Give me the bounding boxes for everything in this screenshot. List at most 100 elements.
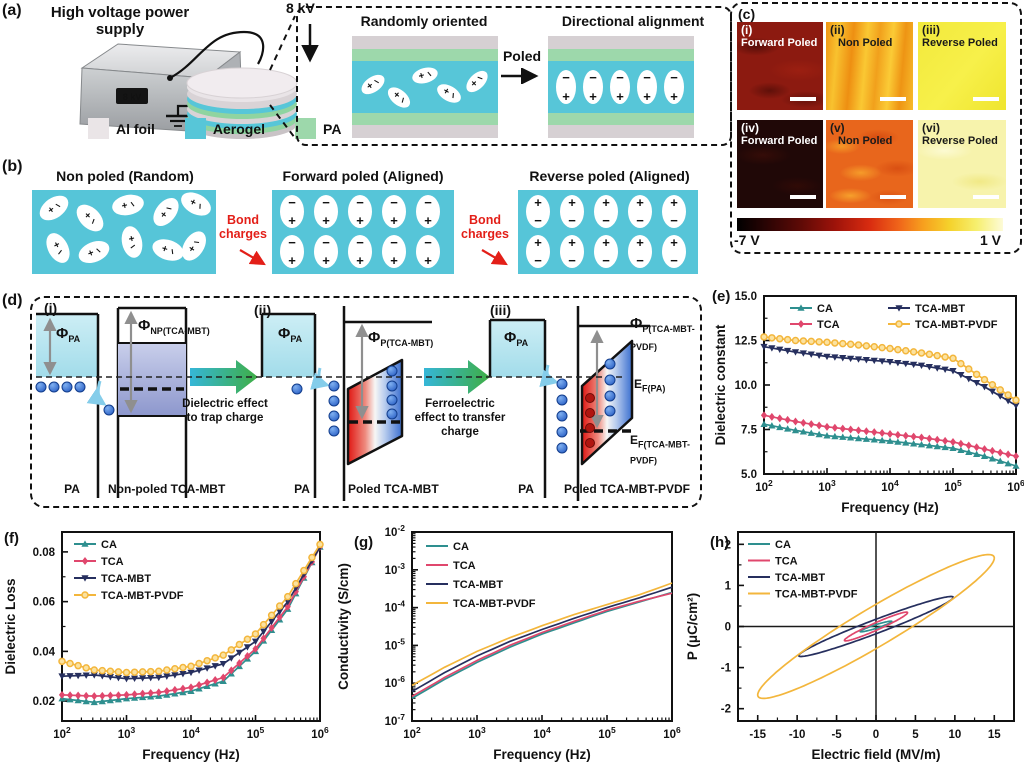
dipole-ellipse-random: + − — [177, 187, 215, 221]
ground-wire — [176, 104, 192, 116]
dipole-ellipse-random: + − — [410, 64, 440, 87]
ferroelectric-effect-text: Ferroelectric effect to transfer charge — [414, 398, 506, 438]
series-tca — [411, 592, 673, 698]
dipole-ellipse-random: + − — [462, 67, 492, 96]
inset-connector-bottom — [269, 104, 296, 139]
svg-text:TCA-MBT-PVDF: TCA-MBT-PVDF — [101, 590, 184, 602]
svg-text:TCA-MBT-PVDF: TCA-MBT-PVDF — [453, 598, 536, 610]
image-index: (v) — [830, 121, 845, 135]
dipole-ellipse-random: + − — [110, 191, 146, 219]
poled-arrow — [501, 68, 539, 84]
material-pa-iii: PA — [518, 482, 534, 496]
svg-text:-1: -1 — [721, 663, 732, 675]
svg-text:0: 0 — [873, 729, 879, 741]
dipole-ellipse-aligned: − + — [348, 235, 372, 268]
phi-pa-i: ΦPA — [56, 325, 81, 344]
dipole-ellipse-aligned: − + — [416, 235, 440, 268]
series-tca — [843, 611, 909, 642]
material-np-tca-mbt: Non-poled TCA-MBT — [108, 482, 226, 496]
dielectric-loss-chart: 102 103 104 105 106 0.02 0.04 0.06 0.08 Frequency… — [3, 531, 329, 762]
pa-band-ii — [262, 314, 315, 377]
series-tca-mbt — [411, 586, 673, 693]
kpfm-image-vi: (vi) Reverse Poled — [918, 120, 1006, 208]
panel-g-conductivity: (g) 102 103 104 105 106 10-7 10-6 10-5 10-4 10-3 1… — [330, 518, 682, 773]
dipole-ellipse-aligned: − + — [610, 70, 630, 104]
svg-text:106: 106 — [311, 725, 329, 741]
svg-text:TCA-MBT: TCA-MBT — [775, 572, 825, 584]
kpfm-image-iii: (iii) Reverse Poled — [918, 22, 1006, 110]
svg-text:TCA: TCA — [817, 319, 840, 331]
dipole-ellipse-aligned: + − — [526, 235, 550, 268]
dipole-ellipse-aligned: − + — [583, 70, 603, 104]
dipole-ellipse-aligned: + − — [662, 195, 686, 228]
inset-right-title: Directional alignment — [561, 13, 705, 29]
legend-swatch — [184, 118, 206, 139]
svg-text:15.0: 15.0 — [735, 291, 757, 303]
scale-bar — [880, 97, 906, 101]
svg-text:Frequency (Hz): Frequency (Hz) — [841, 500, 939, 515]
phi-p-tca-mbt-pvdf: ΦP(TCA-MBT-PVDF) — [630, 315, 695, 353]
image-name: Forward Poled — [741, 37, 818, 50]
layer-al — [548, 36, 694, 49]
svg-text:105: 105 — [598, 725, 616, 741]
material-pa-ii: PA — [294, 482, 310, 496]
panel-g-label: (g) — [354, 534, 374, 551]
poled-arrow-label: Poled — [502, 48, 542, 64]
svg-text:10-5: 10-5 — [385, 636, 406, 652]
dielectric-effect-arrow — [190, 360, 258, 394]
scale-bar — [973, 195, 999, 199]
dipole-ellipse-aligned: − + — [280, 195, 304, 228]
voltage-display — [116, 88, 148, 104]
series-ca — [859, 620, 893, 633]
dipole-ellipse-aligned: − + — [416, 195, 440, 228]
inset-left-title: Randomly oriented — [360, 13, 488, 29]
layer-al — [352, 125, 498, 138]
bond-arrow-1 — [239, 249, 266, 266]
panel-f-dielectric-loss: (f) 102 103 104 105 106 0.02 0.04 0.06 0.08 Frequ… — [0, 518, 330, 773]
svg-text:104: 104 — [881, 478, 899, 494]
dipole-ellipse-aligned: − + — [637, 70, 657, 104]
scale-bar — [790, 195, 816, 199]
svg-text:TCA-MBT-PVDF: TCA-MBT-PVDF — [775, 589, 858, 601]
dipole-ellipse-aligned: − + — [382, 235, 406, 268]
svg-text:10-2: 10-2 — [385, 523, 406, 539]
box2-title: Forward poled (Aligned) — [282, 168, 444, 184]
reverse-poled-box: + − + − + − + − + − + − + − + − + − + − — [518, 190, 698, 274]
phi-np-tca-mbt: ΦNP(TCA-MBT) — [138, 317, 210, 336]
panel-b-label: (b) — [2, 158, 23, 175]
svg-text:P (μC/cm²): P (μC/cm²) — [685, 593, 700, 660]
poled-band-iii — [580, 339, 634, 466]
svg-text:0.02: 0.02 — [33, 696, 55, 708]
svg-text:CA: CA — [453, 541, 469, 553]
svg-text:1: 1 — [725, 580, 732, 592]
dipole-ellipse-aligned: − + — [280, 235, 304, 268]
colorbar-min: -7 V — [734, 232, 760, 248]
svg-text:TCA: TCA — [775, 556, 798, 568]
svg-text:TCA-MBT: TCA-MBT — [453, 579, 503, 591]
legend-swatch — [295, 118, 317, 139]
svg-text:10-7: 10-7 — [385, 712, 406, 728]
svg-text:105: 105 — [247, 725, 265, 741]
bond-arrow-2 — [481, 249, 508, 266]
svg-text:0.06: 0.06 — [33, 597, 55, 609]
dipole-ellipse-random: + − — [75, 236, 113, 268]
svg-text:15: 15 — [988, 729, 1001, 741]
bond-charges-label-1: Bond charges — [219, 213, 267, 241]
svg-text:102: 102 — [53, 725, 71, 741]
power-supply-diagram: 8 kV — [79, 15, 319, 139]
image-index: (i) — [741, 23, 753, 37]
image-index: (iv) — [741, 121, 759, 135]
svg-text:5: 5 — [912, 729, 919, 741]
dipole-ellipse-aligned: + − — [594, 195, 618, 228]
legend-label: Aerogel — [212, 120, 266, 137]
dipole-ellipse-aligned: + − — [560, 235, 584, 268]
svg-text:104: 104 — [182, 725, 200, 741]
dipole-ellipse-aligned: − + — [348, 195, 372, 228]
svg-text:105: 105 — [944, 478, 962, 494]
panel-e-dielectric-constant: (e) 102 103 104 105 106 5.0 7.5 10.0 12.5 15.0 Fre… — [712, 284, 1024, 520]
layered-disc — [186, 67, 298, 139]
svg-text:-5: -5 — [831, 729, 842, 741]
svg-text:7.5: 7.5 — [741, 425, 758, 437]
image-name: Reverse Poled — [922, 37, 998, 50]
